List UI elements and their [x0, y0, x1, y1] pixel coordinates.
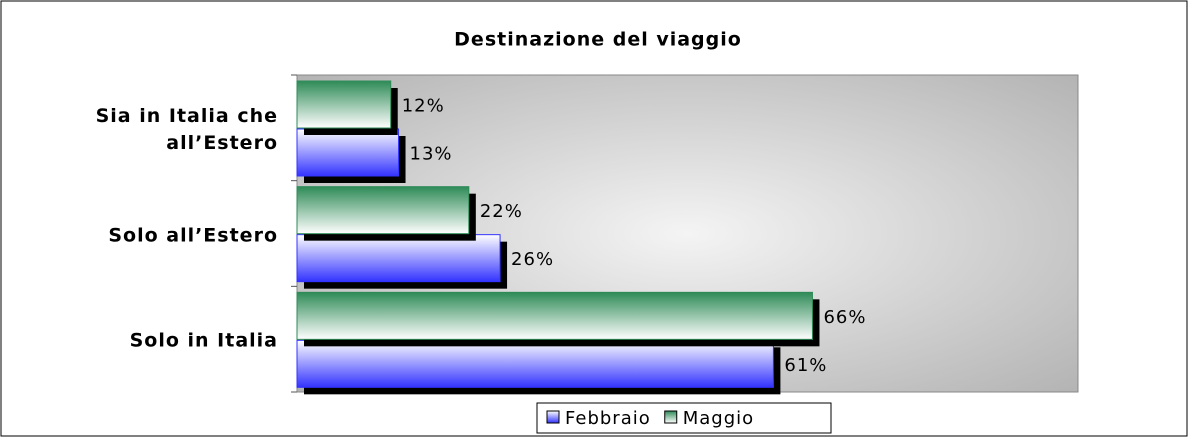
- category-label: Solo all’Estero: [108, 224, 278, 246]
- category-label: Solo in Italia: [129, 329, 278, 352]
- value-label: 13%: [410, 144, 453, 165]
- bar: [296, 339, 774, 388]
- value-label: 66%: [823, 307, 866, 328]
- value-label: 22%: [480, 201, 523, 222]
- legend-swatch: [664, 410, 678, 424]
- legend-box: [536, 402, 832, 434]
- value-label: 12%: [402, 96, 445, 117]
- legend: Febbraio Maggio: [536, 402, 832, 434]
- category-label: Sia in Italia che all’Estero: [95, 104, 278, 154]
- legend-label: Maggio: [683, 408, 754, 429]
- legend-label: Febbraio: [565, 408, 651, 429]
- bar: [296, 80, 392, 129]
- bar: [296, 186, 470, 235]
- bar: [296, 128, 400, 177]
- chart-title: Destinazione del viaggio: [454, 29, 742, 51]
- value-label: 26%: [511, 249, 554, 270]
- bar: [296, 291, 813, 340]
- legend-swatch: [546, 410, 560, 424]
- bar: [296, 234, 501, 283]
- value-label: 61%: [784, 355, 827, 376]
